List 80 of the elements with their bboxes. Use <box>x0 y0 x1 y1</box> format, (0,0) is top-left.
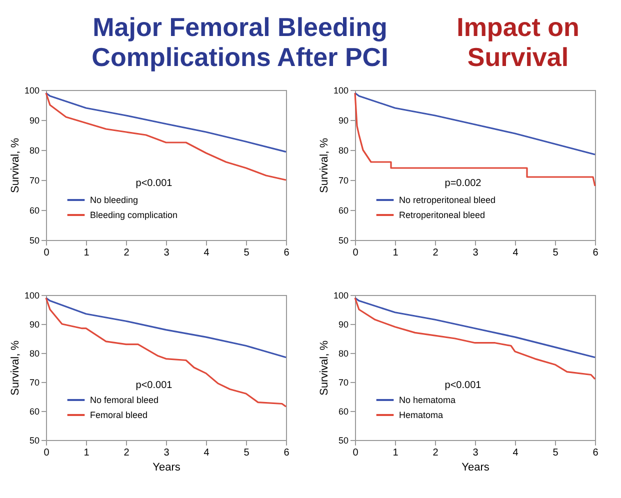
x-tick-label: 5 <box>244 248 250 258</box>
annotation: p=0.002 <box>444 178 482 189</box>
y-tick-label: 80 <box>338 146 348 156</box>
annotation: p<0.001 <box>136 380 173 391</box>
x-tick-label: 4 <box>512 448 519 458</box>
y-tick-label: 90 <box>29 116 40 126</box>
annotation: p<0.001 <box>444 380 482 391</box>
x-tick-label: 5 <box>244 448 250 458</box>
x-tick-label: 6 <box>284 448 290 458</box>
x-tick-label: 1 <box>84 248 90 258</box>
x-tick-label: 0 <box>352 448 359 458</box>
y-tick-label: 50 <box>338 436 348 446</box>
x-tick-label: 2 <box>124 248 130 258</box>
y-tick-label: 80 <box>338 348 348 358</box>
x-axis-title: Years <box>152 462 181 474</box>
x-tick-label: 0 <box>44 448 50 458</box>
x-tick-label: 6 <box>284 248 290 258</box>
y-tick-label: 60 <box>338 406 348 416</box>
y-tick-label: 90 <box>338 320 348 330</box>
x-tick-label: 0 <box>352 248 359 258</box>
x-tick-label: 1 <box>84 448 90 458</box>
x-tick-label: 3 <box>472 248 479 258</box>
y-tick-label: 70 <box>338 176 348 186</box>
legend-label: Femoral bleed <box>90 410 148 420</box>
y-axis-title: Survival, % <box>318 138 330 194</box>
x-axis-title: Years <box>462 462 490 474</box>
line-series <box>45 297 287 358</box>
y-tick-label: 50 <box>29 436 40 446</box>
y-tick-label: 100 <box>333 290 348 300</box>
line-series <box>45 297 287 408</box>
y-tick-label: 60 <box>338 206 348 216</box>
y-tick-label: 60 <box>29 206 40 216</box>
y-tick-label: 90 <box>29 320 40 330</box>
y-axis-title: Survival, % <box>318 340 330 396</box>
line-series <box>45 92 287 181</box>
y-tick-label: 50 <box>29 236 40 246</box>
chart-title: Major Femoral Bleeding Complications After PCI <box>90 11 390 74</box>
y-tick-label: 100 <box>24 86 40 96</box>
x-tick-label: 4 <box>204 448 210 458</box>
x-tick-label: 2 <box>432 248 439 258</box>
line-series <box>354 297 596 358</box>
y-tick-label: 80 <box>29 348 40 358</box>
y-tick-label: 80 <box>29 146 40 156</box>
line-series <box>354 92 596 187</box>
x-tick-label: 3 <box>164 448 170 458</box>
y-axis-title: Survival, % <box>9 138 22 194</box>
y-tick-label: 70 <box>29 378 40 388</box>
legend-label: No bleeding <box>90 195 138 205</box>
x-tick-label: 1 <box>392 448 399 458</box>
chart-title: Impact on Survival <box>456 11 580 74</box>
x-tick-label: 6 <box>592 448 599 458</box>
y-axis-title: Survival, % <box>9 340 22 396</box>
legend-label: No femoral bleed <box>90 395 159 405</box>
x-tick-label: 4 <box>512 248 519 258</box>
x-tick-label: 5 <box>552 448 559 458</box>
x-tick-label: 6 <box>592 248 599 258</box>
legend-label: Bleeding complication <box>90 210 178 220</box>
legend-label: No hematoma <box>399 395 456 405</box>
x-tick-label: 2 <box>124 448 130 458</box>
legend-label: Retroperitoneal bleed <box>399 210 486 220</box>
line-series <box>45 92 287 153</box>
x-tick-label: 3 <box>164 248 170 258</box>
x-tick-label: 2 <box>432 448 439 458</box>
y-tick-label: 90 <box>338 116 348 126</box>
y-tick-label: 70 <box>338 378 348 388</box>
line-series <box>354 297 596 380</box>
x-tick-label: 3 <box>472 448 479 458</box>
y-tick-label: 70 <box>29 176 40 186</box>
x-tick-label: 5 <box>552 248 559 258</box>
y-tick-label: 60 <box>29 406 40 416</box>
x-tick-label: 4 <box>204 248 210 258</box>
annotation: p<0.001 <box>136 178 173 189</box>
y-tick-label: 100 <box>333 86 348 96</box>
x-tick-label: 1 <box>392 248 399 258</box>
legend-label: No retroperitoneal bleed <box>399 195 496 205</box>
line-series <box>354 92 596 156</box>
legend-label: Hematoma <box>399 410 444 420</box>
x-tick-label: 0 <box>44 248 50 258</box>
y-tick-label: 100 <box>24 290 40 300</box>
y-tick-label: 50 <box>338 236 348 246</box>
